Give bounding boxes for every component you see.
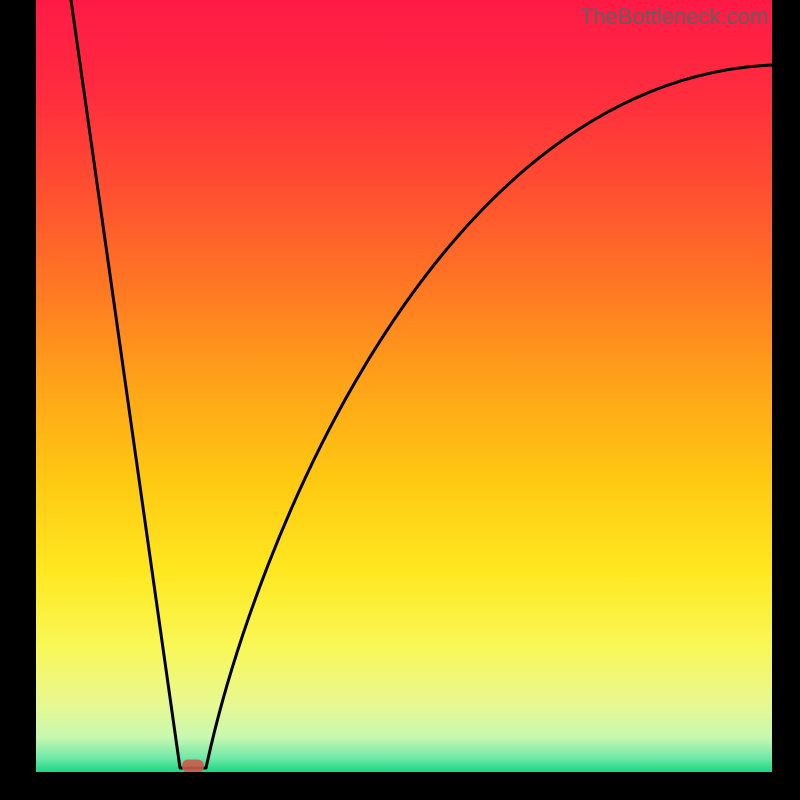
frame-left [0, 0, 36, 800]
optimum-marker [182, 760, 204, 773]
bottleneck-chart [0, 0, 800, 800]
watermark-text: TheBottleneck.com [580, 4, 768, 30]
plot-background [36, 0, 772, 772]
frame-right [772, 0, 800, 800]
chart-container: TheBottleneck.com [0, 0, 800, 800]
frame-bottom [0, 772, 800, 800]
